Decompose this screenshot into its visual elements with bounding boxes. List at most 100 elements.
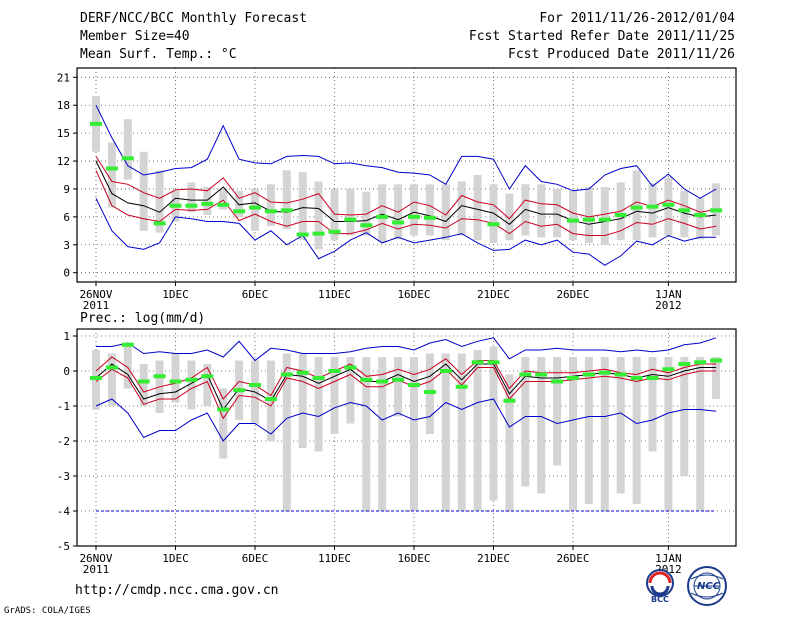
temperature-ensemble-box xyxy=(266,184,275,227)
temperature-ensemble-box xyxy=(537,184,546,238)
precipitation-observed-marker xyxy=(153,374,166,379)
temperature-x-tick-year-label: 2011 xyxy=(83,299,110,312)
temperature-ensemble-box xyxy=(346,188,355,236)
precipitation-ensemble-box xyxy=(394,357,403,417)
precipitation-x-tick-label: 21DEC xyxy=(477,552,510,565)
precipitation-observed-marker xyxy=(137,379,150,384)
fcst-started-refer-date: Fcst Started Refer Date 2011/11/25 xyxy=(468,29,735,44)
precipitation-x-tick-label: 26DEC xyxy=(556,552,589,565)
precipitation-ensemble-box xyxy=(696,357,705,511)
precipitation-observed-marker xyxy=(328,369,341,373)
precipitation-ensemble-box xyxy=(378,357,387,511)
temperature-observed-marker xyxy=(423,215,436,220)
precipitation-ensemble-box xyxy=(457,353,466,511)
precipitation-y-tick-label: -1 xyxy=(57,400,70,413)
temperature-x-tick-label: 16DEC xyxy=(397,288,430,301)
precipitation-ensemble-box xyxy=(171,353,180,403)
temperature-y-tick-label: 3 xyxy=(63,239,70,252)
precipitation-observed-marker xyxy=(455,384,468,389)
precipitation-observed-marker xyxy=(423,390,436,394)
temperature-observed-marker xyxy=(710,208,723,213)
temperature-observed-marker xyxy=(233,209,246,214)
bcc-logo: BCC xyxy=(640,566,680,606)
temperature-observed-marker xyxy=(694,213,707,218)
temperature-observed-marker xyxy=(646,204,659,209)
precipitation-ensemble-box xyxy=(632,357,641,504)
precipitation-y-tick-label: 1 xyxy=(63,330,70,343)
precipitation-x-tick-year-label: 2011 xyxy=(83,563,110,576)
source-url[interactable]: http://cmdp.ncc.cma.gov.cn xyxy=(75,583,279,598)
temperature-variable-label: Mean Surf. Temp.: °C xyxy=(80,47,237,62)
precipitation-observed-marker xyxy=(678,362,691,366)
precipitation-y-tick-label: -3 xyxy=(57,470,70,483)
precipitation-y-tick-label: -5 xyxy=(57,540,70,553)
precipitation-observed-marker xyxy=(710,358,723,363)
temperature-x-tick-label: 1DEC xyxy=(162,288,189,301)
temperature-y-tick-label: 6 xyxy=(63,211,70,224)
precipitation-ensemble-box xyxy=(298,353,307,448)
precipitation-observed-marker xyxy=(217,407,230,412)
temperature-mean-line xyxy=(95,160,717,225)
temperature-ensemble-box xyxy=(457,181,466,236)
temperature-ensemble-box xyxy=(473,175,482,241)
temperature-ensemble-box xyxy=(139,151,148,231)
temperature-ensemble-box xyxy=(314,181,323,250)
temperature-observed-marker xyxy=(392,220,405,225)
precipitation-ensemble-box xyxy=(569,357,577,511)
temperature-observed-marker xyxy=(121,156,134,161)
temperature-ensemble-box xyxy=(235,190,244,217)
precipitation-observed-marker xyxy=(169,379,182,384)
precipitation-observed-marker xyxy=(344,365,357,370)
temperature-ensemble-box xyxy=(680,190,689,238)
temperature-observed-marker xyxy=(598,217,611,222)
precipitation-ensemble-box xyxy=(616,357,625,494)
temperature-ensemble-box xyxy=(600,187,609,245)
temperature-observed-marker xyxy=(567,218,579,223)
temperature-y-tick-label: 12 xyxy=(57,155,70,168)
temperature-observed-marker xyxy=(662,202,675,207)
temperature-y-tick-label: 21 xyxy=(57,71,70,84)
chart-title: DERF/NCC/BCC Monthly Forecast xyxy=(80,11,307,26)
temperature-ensemble-box xyxy=(203,187,212,216)
temperature-y-tick-label: 9 xyxy=(63,183,70,196)
precipitation-observed-marker xyxy=(185,377,198,382)
temperature-ensemble-box xyxy=(107,142,116,208)
precipitation-observed-marker xyxy=(264,397,277,401)
temperature-ensemble-box xyxy=(410,184,418,236)
temperature-x-tick-label: 1JAN xyxy=(655,288,682,301)
ncc-logo: NCC xyxy=(683,565,733,607)
temperature-ensemble-box xyxy=(569,190,577,241)
temperature-observed-marker xyxy=(105,166,118,171)
precipitation-x-tick-label: 1DEC xyxy=(162,552,189,565)
temperature-band-upper-line xyxy=(95,156,717,220)
precipitation-mean-line xyxy=(95,363,717,411)
temperature-x-tick-label: 21DEC xyxy=(477,288,510,301)
temperature-plot-frame xyxy=(76,67,737,283)
precipitation-observed-marker xyxy=(280,372,293,377)
temperature-ensemble-box xyxy=(696,198,705,240)
temperature-observed-marker xyxy=(360,223,373,228)
temperature-observed-marker xyxy=(169,203,182,208)
temperature-ensemble-box xyxy=(553,188,562,238)
temperature-x-tick-label: 26NOV xyxy=(79,288,112,301)
temperature-observed-marker xyxy=(328,229,341,234)
temperature-y-tick-label: 18 xyxy=(57,99,70,112)
bcc-emblem-icon xyxy=(646,569,674,597)
precipitation-observed-marker xyxy=(471,360,484,365)
precipitation-observed-marker xyxy=(296,370,309,375)
precipitation-observed-marker xyxy=(646,376,659,380)
precipitation-observed-marker xyxy=(630,376,643,380)
temperature-ensemble-box xyxy=(155,170,164,233)
temperature-band-lower-line xyxy=(95,170,717,236)
temperature-observed-marker xyxy=(630,205,643,210)
precipitation-ensemble-box xyxy=(282,353,291,511)
temperature-observed-marker xyxy=(296,232,309,237)
precipitation-ensemble-box xyxy=(553,357,562,466)
temperature-observed-marker xyxy=(201,201,214,206)
precipitation-variable-label: Prec.: log(mm/d) xyxy=(80,311,205,326)
precipitation-y-tick-label: -4 xyxy=(57,505,71,518)
precipitation-observed-marker xyxy=(582,372,595,377)
temperature-ensemble-box xyxy=(584,187,593,243)
temperature-ensemble-box xyxy=(219,188,228,210)
temperature-ensemble-box xyxy=(251,188,259,231)
